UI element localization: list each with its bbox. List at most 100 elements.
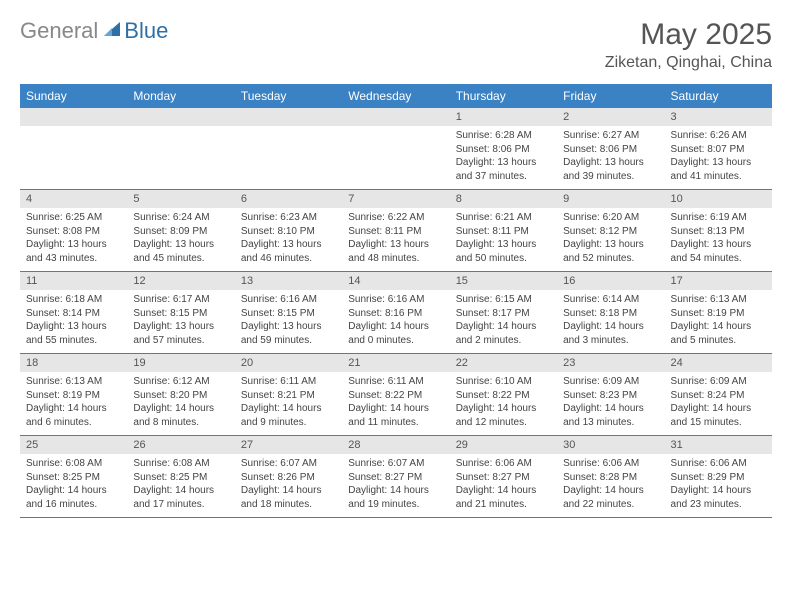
daylight-text-2: and 9 minutes. — [241, 416, 336, 430]
day-cell: 22Sunrise: 6:10 AMSunset: 8:22 PMDayligh… — [450, 354, 557, 436]
logo-sail-icon — [102, 20, 122, 43]
sunset-text: Sunset: 8:27 PM — [456, 471, 551, 485]
sunrise-text: Sunrise: 6:18 AM — [26, 293, 121, 307]
day-cell: 26Sunrise: 6:08 AMSunset: 8:25 PMDayligh… — [127, 436, 234, 518]
logo-text-blue: Blue — [124, 18, 168, 44]
day-cell-body: Sunrise: 6:23 AMSunset: 8:10 PMDaylight:… — [235, 208, 342, 271]
daylight-text-1: Daylight: 14 hours — [26, 484, 121, 498]
day-cell: 13Sunrise: 6:16 AMSunset: 8:15 PMDayligh… — [235, 272, 342, 354]
sunrise-text: Sunrise: 6:28 AM — [456, 129, 551, 143]
calendar-table: Sunday Monday Tuesday Wednesday Thursday… — [20, 84, 772, 518]
day-cell-body: Sunrise: 6:25 AMSunset: 8:08 PMDaylight:… — [20, 208, 127, 271]
daylight-text-1: Daylight: 13 hours — [563, 156, 658, 170]
day-cell-body: Sunrise: 6:13 AMSunset: 8:19 PMDaylight:… — [20, 372, 127, 435]
day-cell: 7Sunrise: 6:22 AMSunset: 8:11 PMDaylight… — [342, 190, 449, 272]
sunrise-text: Sunrise: 6:13 AM — [671, 293, 766, 307]
daylight-text-1: Daylight: 14 hours — [456, 402, 551, 416]
daylight-text-2: and 17 minutes. — [133, 498, 228, 512]
daylight-text-2: and 11 minutes. — [348, 416, 443, 430]
daylight-text-1: Daylight: 14 hours — [563, 402, 658, 416]
day-cell-body: Sunrise: 6:26 AMSunset: 8:07 PMDaylight:… — [665, 126, 772, 189]
sunset-text: Sunset: 8:27 PM — [348, 471, 443, 485]
daylight-text-1: Daylight: 14 hours — [133, 402, 228, 416]
day-cell: 10Sunrise: 6:19 AMSunset: 8:13 PMDayligh… — [665, 190, 772, 272]
sunrise-text: Sunrise: 6:08 AM — [133, 457, 228, 471]
date-number: 23 — [557, 354, 664, 372]
daylight-text-2: and 6 minutes. — [26, 416, 121, 430]
day-cell — [342, 108, 449, 190]
day-cell: 18Sunrise: 6:13 AMSunset: 8:19 PMDayligh… — [20, 354, 127, 436]
day-cell: 29Sunrise: 6:06 AMSunset: 8:27 PMDayligh… — [450, 436, 557, 518]
day-header: Thursday — [450, 84, 557, 108]
day-cell-body: Sunrise: 6:08 AMSunset: 8:25 PMDaylight:… — [20, 454, 127, 517]
sunset-text: Sunset: 8:07 PM — [671, 143, 766, 157]
day-cell-body: Sunrise: 6:07 AMSunset: 8:27 PMDaylight:… — [342, 454, 449, 517]
sunrise-text: Sunrise: 6:07 AM — [348, 457, 443, 471]
week-row: 1Sunrise: 6:28 AMSunset: 8:06 PMDaylight… — [20, 108, 772, 190]
date-number: 11 — [20, 272, 127, 290]
day-header-row: Sunday Monday Tuesday Wednesday Thursday… — [20, 84, 772, 108]
day-cell-body: Sunrise: 6:15 AMSunset: 8:17 PMDaylight:… — [450, 290, 557, 353]
day-cell-body: Sunrise: 6:19 AMSunset: 8:13 PMDaylight:… — [665, 208, 772, 271]
sunset-text: Sunset: 8:26 PM — [241, 471, 336, 485]
date-number: 16 — [557, 272, 664, 290]
date-number — [342, 108, 449, 126]
date-number — [20, 108, 127, 126]
date-number: 1 — [450, 108, 557, 126]
sunrise-text: Sunrise: 6:16 AM — [348, 293, 443, 307]
daylight-text-2: and 23 minutes. — [671, 498, 766, 512]
daylight-text-2: and 8 minutes. — [133, 416, 228, 430]
sunrise-text: Sunrise: 6:12 AM — [133, 375, 228, 389]
daylight-text-2: and 2 minutes. — [456, 334, 551, 348]
day-cell-body: Sunrise: 6:28 AMSunset: 8:06 PMDaylight:… — [450, 126, 557, 189]
day-cell: 5Sunrise: 6:24 AMSunset: 8:09 PMDaylight… — [127, 190, 234, 272]
daylight-text-1: Daylight: 14 hours — [671, 402, 766, 416]
daylight-text-2: and 54 minutes. — [671, 252, 766, 266]
date-number: 14 — [342, 272, 449, 290]
daylight-text-1: Daylight: 13 hours — [26, 238, 121, 252]
day-cell-body: Sunrise: 6:06 AMSunset: 8:29 PMDaylight:… — [665, 454, 772, 517]
date-number: 29 — [450, 436, 557, 454]
sunrise-text: Sunrise: 6:25 AM — [26, 211, 121, 225]
day-cell: 30Sunrise: 6:06 AMSunset: 8:28 PMDayligh… — [557, 436, 664, 518]
date-number: 17 — [665, 272, 772, 290]
daylight-text-1: Daylight: 13 hours — [26, 320, 121, 334]
sunrise-text: Sunrise: 6:19 AM — [671, 211, 766, 225]
sunrise-text: Sunrise: 6:14 AM — [563, 293, 658, 307]
daylight-text-2: and 21 minutes. — [456, 498, 551, 512]
date-number: 18 — [20, 354, 127, 372]
daylight-text-2: and 12 minutes. — [456, 416, 551, 430]
daylight-text-2: and 55 minutes. — [26, 334, 121, 348]
day-cell-body: Sunrise: 6:12 AMSunset: 8:20 PMDaylight:… — [127, 372, 234, 435]
daylight-text-1: Daylight: 14 hours — [671, 320, 766, 334]
daylight-text-1: Daylight: 13 hours — [241, 238, 336, 252]
date-number: 15 — [450, 272, 557, 290]
daylight-text-1: Daylight: 14 hours — [563, 484, 658, 498]
daylight-text-2: and 45 minutes. — [133, 252, 228, 266]
day-cell: 25Sunrise: 6:08 AMSunset: 8:25 PMDayligh… — [20, 436, 127, 518]
day-cell: 27Sunrise: 6:07 AMSunset: 8:26 PMDayligh… — [235, 436, 342, 518]
sunrise-text: Sunrise: 6:24 AM — [133, 211, 228, 225]
sunrise-text: Sunrise: 6:06 AM — [456, 457, 551, 471]
day-cell-body: Sunrise: 6:20 AMSunset: 8:12 PMDaylight:… — [557, 208, 664, 271]
daylight-text-2: and 13 minutes. — [563, 416, 658, 430]
week-row: 25Sunrise: 6:08 AMSunset: 8:25 PMDayligh… — [20, 436, 772, 518]
sunrise-text: Sunrise: 6:09 AM — [671, 375, 766, 389]
daylight-text-2: and 0 minutes. — [348, 334, 443, 348]
day-cell-body: Sunrise: 6:06 AMSunset: 8:28 PMDaylight:… — [557, 454, 664, 517]
sunset-text: Sunset: 8:20 PM — [133, 389, 228, 403]
day-header: Wednesday — [342, 84, 449, 108]
daylight-text-2: and 15 minutes. — [671, 416, 766, 430]
day-cell: 2Sunrise: 6:27 AMSunset: 8:06 PMDaylight… — [557, 108, 664, 190]
day-cell-body: Sunrise: 6:24 AMSunset: 8:09 PMDaylight:… — [127, 208, 234, 271]
daylight-text-2: and 48 minutes. — [348, 252, 443, 266]
date-number: 26 — [127, 436, 234, 454]
day-cell-body: Sunrise: 6:16 AMSunset: 8:16 PMDaylight:… — [342, 290, 449, 353]
day-cell: 24Sunrise: 6:09 AMSunset: 8:24 PMDayligh… — [665, 354, 772, 436]
daylight-text-1: Daylight: 14 hours — [241, 402, 336, 416]
sunrise-text: Sunrise: 6:15 AM — [456, 293, 551, 307]
sunrise-text: Sunrise: 6:20 AM — [563, 211, 658, 225]
day-cell-body: Sunrise: 6:11 AMSunset: 8:21 PMDaylight:… — [235, 372, 342, 435]
day-cell: 3Sunrise: 6:26 AMSunset: 8:07 PMDaylight… — [665, 108, 772, 190]
sunrise-text: Sunrise: 6:11 AM — [241, 375, 336, 389]
